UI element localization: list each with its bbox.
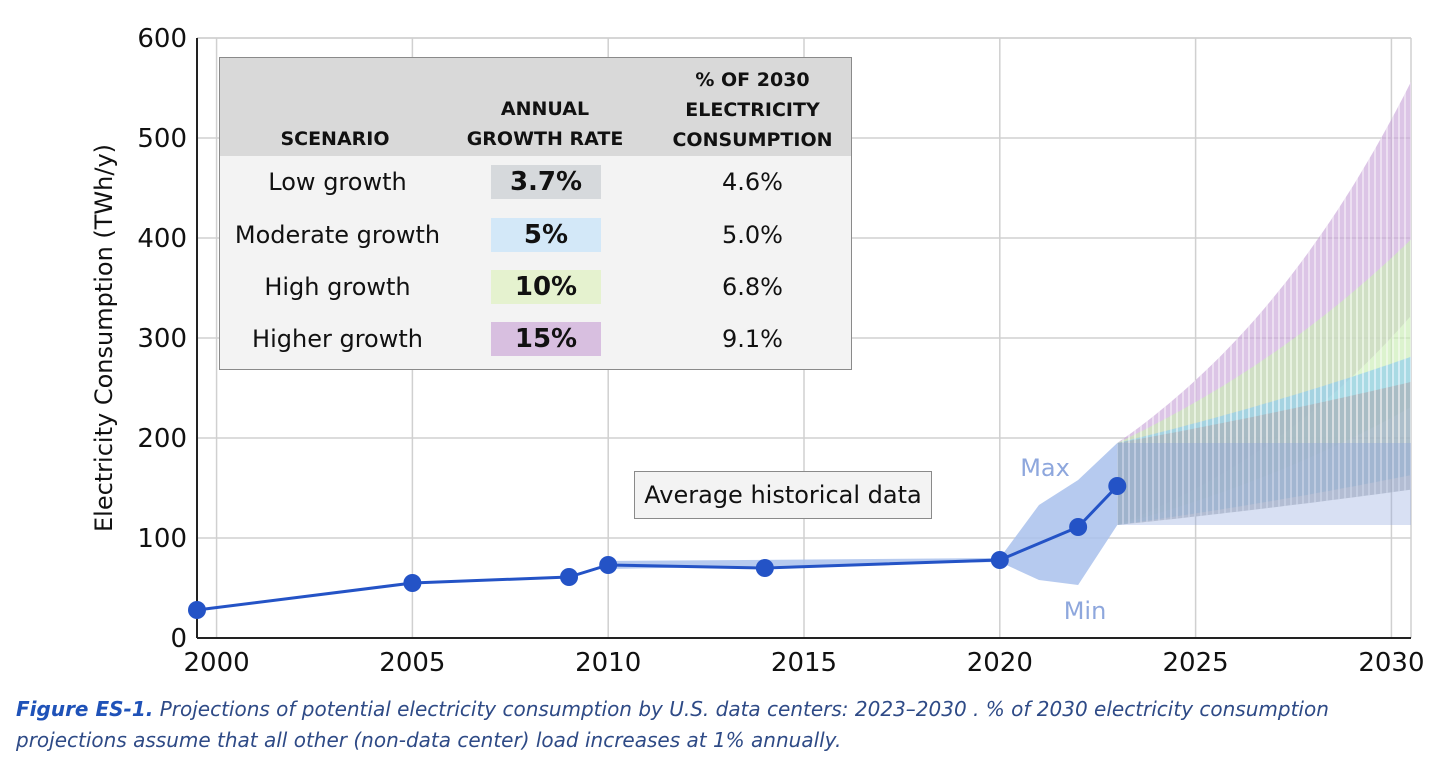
x-tick-label: 2030 — [1358, 648, 1424, 678]
header-rate-line1: ANNUAL — [500, 98, 590, 120]
row-growth-rate: 3.7% — [491, 165, 601, 199]
row-growth-rate: 15% — [491, 322, 601, 356]
historical-data-label: Average historical data — [634, 471, 932, 519]
header-share-line2: ELECTRICITY — [685, 99, 820, 121]
x-tick-label: 2010 — [575, 648, 641, 678]
header-rate-line2: GROWTH RATE — [466, 128, 624, 150]
figure-number: Figure ES-1. — [16, 697, 154, 721]
scenario-table: SCENARIO ANNUAL GROWTH RATE % OF 2030 EL… — [219, 57, 852, 370]
table-header — [220, 58, 851, 156]
historical-point — [188, 601, 206, 619]
header-share-line3: CONSUMPTION — [672, 129, 833, 151]
chart-labels: Max Min — [1020, 454, 1106, 625]
historical-range — [608, 443, 1118, 585]
header-scenario: SCENARIO — [280, 128, 390, 150]
axes: 0 100 200 300 400 500 600 2000 2005 2010 2015 2020 2… — [137, 24, 1424, 678]
historical-point — [990, 551, 1009, 569]
x-tick-label: 2000 — [183, 648, 249, 678]
row-scenario: Higher growth — [252, 325, 423, 353]
row-share: 9.1% — [722, 325, 783, 353]
historical-point — [1069, 518, 1088, 536]
row-scenario: Low growth — [268, 168, 407, 196]
y-tick-label: 600 — [137, 24, 187, 54]
historical-point — [403, 574, 422, 592]
row-share: 5.0% — [722, 221, 783, 249]
header-share-line1: % OF 2030 — [695, 69, 810, 91]
row-share: 6.8% — [722, 273, 783, 301]
historical-series — [188, 477, 1127, 619]
x-tick-label: 2005 — [379, 648, 445, 678]
historical-range-band — [608, 443, 1118, 585]
projection-band-low-growth-stripes — [1117, 381, 1411, 525]
row-scenario: Moderate growth — [234, 221, 441, 249]
y-axis-label: Electricity Consumption (TWh/y) — [90, 144, 118, 532]
min-label: Min — [1064, 597, 1107, 625]
figure-caption: Figure ES-1. Projections of potential el… — [16, 694, 1436, 756]
y-tick-label: 0 — [170, 624, 187, 654]
projection-overlay — [1117, 443, 1411, 525]
historical-point — [599, 556, 618, 574]
x-tick-label: 2025 — [1163, 648, 1229, 678]
row-scenario: High growth — [264, 273, 411, 301]
projection-bands — [1117, 81, 1411, 526]
x-tick-label: 2020 — [967, 648, 1033, 678]
y-tick-label: 300 — [137, 324, 187, 354]
historical-point — [1108, 477, 1127, 495]
historical-point — [755, 559, 774, 577]
y-tick-label: 500 — [137, 124, 187, 154]
row-growth-rate: 5% — [491, 218, 601, 252]
row-share: 4.6% — [722, 168, 783, 196]
row-growth-rate: 10% — [491, 270, 601, 304]
historical-point — [560, 568, 579, 586]
y-tick-label: 400 — [137, 224, 187, 254]
chart: 0 100 200 300 400 500 600 2000 2005 2010 2015 2020 2… — [90, 24, 1425, 678]
y-tick-label: 200 — [137, 424, 187, 454]
y-tick-label: 100 — [137, 524, 187, 554]
caption-text: Projections of potential electricity con… — [16, 697, 1329, 752]
max-label: Max — [1020, 454, 1070, 482]
x-tick-label: 2015 — [771, 648, 837, 678]
historical-line — [196, 484, 1119, 612]
